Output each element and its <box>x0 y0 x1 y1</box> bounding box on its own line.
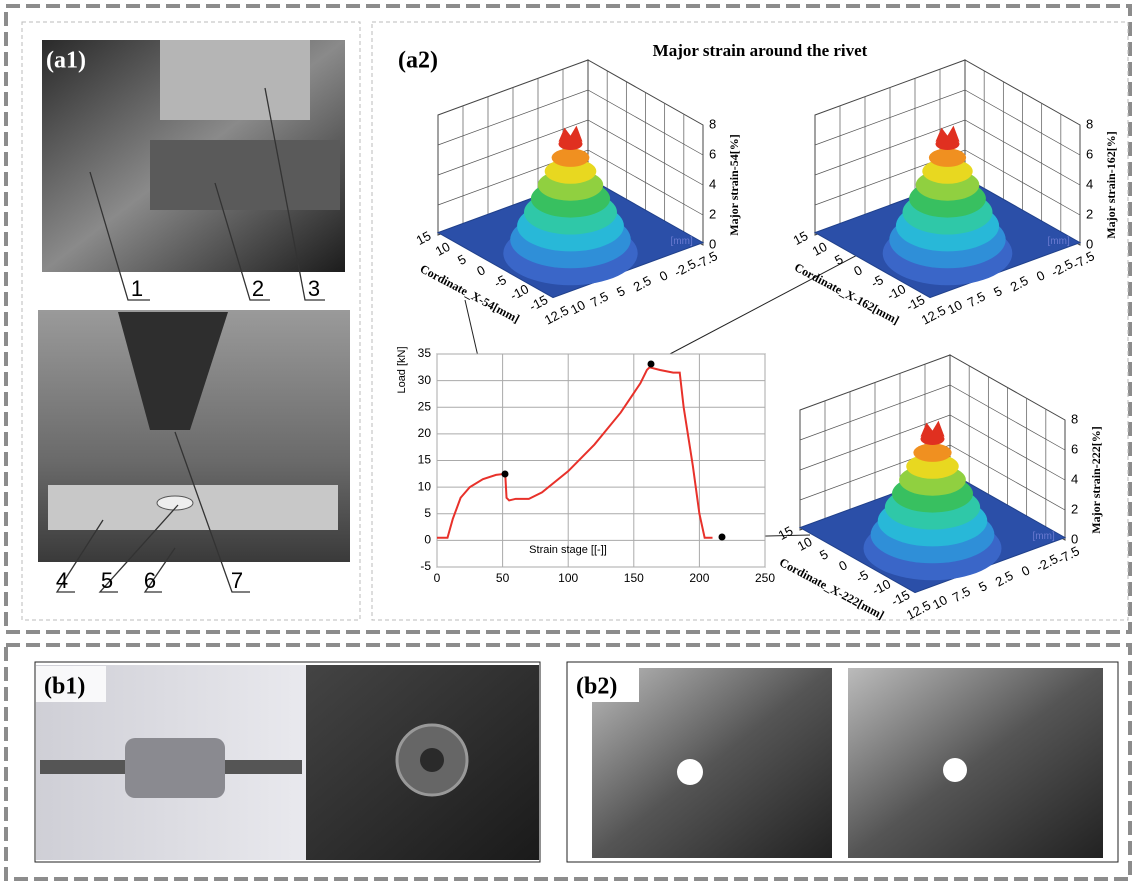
photo-detail <box>150 140 340 210</box>
z-tick-label: 0 <box>1086 236 1093 251</box>
y-tick-label: 5 <box>976 578 989 595</box>
y-tick-label: 0 <box>1034 267 1047 284</box>
z-tick-label: 4 <box>1086 176 1093 191</box>
y-tick-label: 20 <box>418 426 432 440</box>
x-tick-label: 5 <box>455 251 468 268</box>
z-axis-label: Major strain-54[%] <box>727 134 741 235</box>
x-tick-label: -5 <box>869 272 886 291</box>
photo-failure <box>848 668 1103 858</box>
y-tick-label: 2.5 <box>1008 273 1031 295</box>
z-tick-label: 2 <box>1086 206 1093 221</box>
photo-detail <box>48 485 338 530</box>
y-tick-label: 7.5 <box>965 288 988 310</box>
z-axis-label: Major strain-162[%] <box>1104 131 1118 238</box>
x-tick-label: 150 <box>624 571 644 585</box>
z-tick-label: 0 <box>1071 531 1078 546</box>
z-tick-label: 4 <box>709 176 716 191</box>
x-tick-label: 250 <box>755 571 775 585</box>
x-tick-label: 100 <box>558 571 578 585</box>
photo-detail <box>943 758 967 782</box>
z-tick-label: 2 <box>1071 501 1078 516</box>
z-tick-label: 6 <box>709 146 716 161</box>
photo-detail <box>160 40 310 120</box>
y-tick-label: 10 <box>945 297 965 317</box>
y-tick-label: 7.5 <box>950 583 973 605</box>
z-tick-label: 8 <box>709 116 716 131</box>
panel-label: (a2) <box>398 48 438 74</box>
y-axis-label: Load [kN] <box>396 346 408 393</box>
panel-label: (b1) <box>44 674 85 700</box>
x-tick-label: 200 <box>689 571 709 585</box>
x-tick-label: 0 <box>474 262 487 279</box>
x-tick-label: 15 <box>791 228 811 248</box>
chart-title: Major strain around the rivet <box>653 41 868 60</box>
x-tick-label: 10 <box>795 534 815 554</box>
x-tick-label: 50 <box>496 571 510 585</box>
panel-label: (a1) <box>46 48 86 74</box>
x-axis-label: Strain stage [[-]] <box>529 544 607 556</box>
y-tick-label: 5 <box>991 283 1004 300</box>
y-tick-label: -5 <box>420 559 431 573</box>
z-tick-label: 8 <box>1071 411 1078 426</box>
z-tick-label: 2 <box>709 206 716 221</box>
x-tick-label: 5 <box>832 251 845 268</box>
callout-number: 4 <box>56 568 68 593</box>
y-unit: [mm] <box>671 236 693 247</box>
connector-dot <box>502 471 509 478</box>
y-tick-label: 2.5 <box>631 273 654 295</box>
y-tick-label: 5 <box>614 283 627 300</box>
y-tick-label: 0 <box>657 267 670 284</box>
photo-detail <box>677 759 703 785</box>
connector-dot <box>648 361 655 368</box>
x-tick-label: 10 <box>433 239 453 259</box>
surface-band <box>913 443 951 462</box>
x-tick-label: -5 <box>854 567 871 586</box>
y-tick-label: 2.5 <box>993 568 1016 590</box>
callout-number: 1 <box>131 276 143 301</box>
surface-plot: 151050-5-10-1512.5107.552.50-2.5-7.50246… <box>414 60 741 328</box>
callout-number: 6 <box>144 568 156 593</box>
y-tick-label: 15 <box>418 453 432 467</box>
y-tick-label: 5 <box>424 506 431 520</box>
page: {"panels": {"a1": "(a1)", "a2": "(a2)", … <box>0 0 1136 885</box>
callout-number: 2 <box>252 276 264 301</box>
x-tick-label: 0 <box>434 571 441 585</box>
figure: (a1) (a2) Major strain around the rivet … <box>0 0 1136 885</box>
y-tick-label: 0 <box>424 533 431 547</box>
callout-number: 7 <box>231 568 243 593</box>
surface-band <box>929 148 966 167</box>
y-tick-label: 10 <box>418 479 432 493</box>
callout-number: 3 <box>308 276 320 301</box>
y-unit: [mm] <box>1033 531 1055 542</box>
y-tick-label: 0 <box>1019 562 1032 579</box>
y-tick-label: 35 <box>418 346 432 360</box>
panel-label: (b2) <box>576 674 617 700</box>
x-tick-label: 5 <box>817 546 830 563</box>
x-tick-label: 15 <box>776 523 796 543</box>
y-tick-label: 7.5 <box>588 288 611 310</box>
callout-number: 5 <box>101 568 113 593</box>
y-tick-label: 30 <box>418 373 432 387</box>
x-tick-label: 15 <box>414 228 434 248</box>
photo-detail <box>420 748 444 772</box>
y-tick-label: 25 <box>418 399 432 413</box>
z-tick-label: 6 <box>1086 146 1093 161</box>
connector-dot <box>719 534 726 541</box>
z-tick-label: 6 <box>1071 441 1078 456</box>
x-tick-label: 0 <box>836 557 849 574</box>
y-tick-label: 10 <box>930 592 950 612</box>
z-axis-label: Major strain-222[%] <box>1089 426 1103 533</box>
z-tick-label: 4 <box>1071 471 1078 486</box>
surface-band <box>552 148 590 167</box>
y-unit: [mm] <box>1048 236 1070 247</box>
x-tick-label: 10 <box>810 239 830 259</box>
photo-detail <box>125 738 225 798</box>
z-tick-label: 0 <box>709 236 716 251</box>
x-tick-label: -5 <box>492 272 509 291</box>
z-tick-label: 8 <box>1086 116 1093 131</box>
x-tick-label: 0 <box>851 262 864 279</box>
y-tick-label: 10 <box>568 297 588 317</box>
surface-plot: 151050-5-10-1512.5107.552.50-2.5-7.50246… <box>791 60 1118 328</box>
